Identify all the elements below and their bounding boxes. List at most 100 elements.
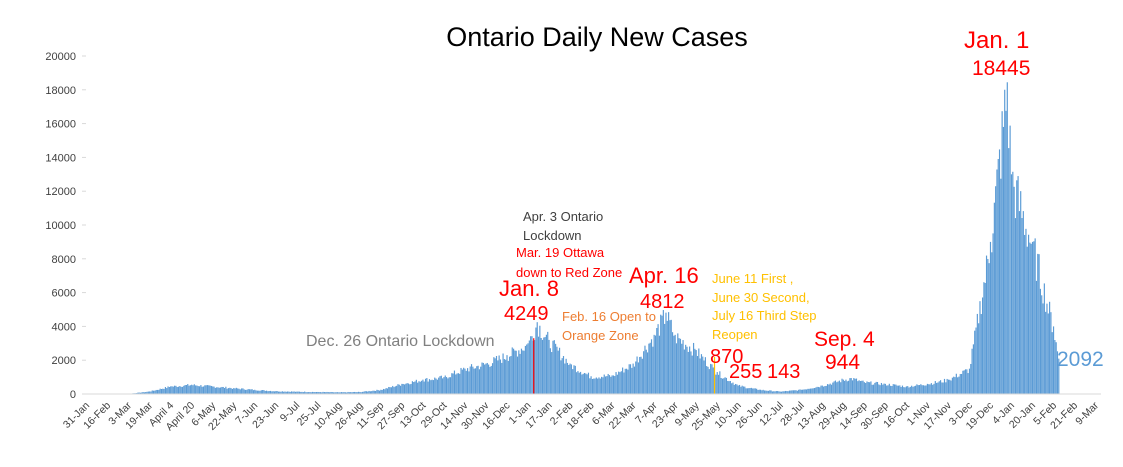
bar	[280, 391, 282, 394]
bar	[615, 372, 617, 394]
bar	[849, 378, 851, 394]
bar	[736, 384, 738, 394]
bar	[597, 378, 599, 394]
bar	[423, 381, 425, 394]
bar	[361, 391, 364, 394]
bar	[528, 340, 530, 394]
bar	[716, 372, 718, 394]
bar	[579, 371, 582, 394]
bar	[833, 381, 835, 394]
annotation-label: Sep. 4	[814, 328, 875, 351]
bar	[803, 389, 805, 394]
bar	[384, 389, 386, 394]
bar	[264, 390, 266, 394]
bar	[494, 358, 496, 394]
bar	[959, 374, 961, 394]
annotation-label: June 30 Second,	[712, 290, 810, 305]
bar	[330, 391, 332, 394]
annotation-label: 255	[729, 361, 762, 383]
bar	[595, 377, 597, 394]
bar	[388, 386, 390, 394]
bar	[477, 365, 479, 394]
bar	[740, 386, 742, 394]
bar	[878, 384, 880, 394]
bar	[566, 362, 569, 394]
bar	[1054, 340, 1056, 394]
bar	[913, 386, 915, 394]
bar	[305, 392, 307, 394]
bar	[171, 386, 173, 394]
bar	[216, 387, 218, 394]
bar	[527, 343, 529, 394]
bar	[805, 389, 808, 394]
bar	[840, 382, 842, 394]
bar	[515, 350, 517, 394]
bar	[728, 381, 730, 394]
annotation-label: Apr. 3 Ontario	[523, 209, 603, 224]
bar	[869, 382, 871, 394]
bar	[727, 380, 729, 394]
bar	[323, 392, 325, 394]
bar	[310, 392, 312, 394]
bar	[218, 387, 220, 394]
bar	[251, 389, 253, 394]
bar	[607, 373, 609, 394]
bar	[259, 390, 261, 394]
bar	[406, 383, 408, 394]
bar	[1055, 342, 1057, 394]
bar	[703, 360, 705, 394]
bar	[998, 149, 1001, 394]
bar	[300, 391, 302, 394]
bar	[488, 364, 490, 394]
bar	[576, 372, 578, 394]
bar	[912, 386, 914, 394]
bar	[765, 390, 767, 394]
bar	[279, 391, 281, 394]
bar	[357, 391, 360, 394]
bar	[649, 342, 651, 394]
bar	[991, 252, 993, 394]
bar	[996, 169, 998, 394]
bar	[434, 377, 436, 394]
bar	[464, 368, 466, 394]
bar	[267, 391, 269, 394]
bar	[708, 369, 710, 394]
bar	[275, 391, 277, 394]
bar	[505, 359, 507, 394]
bar	[690, 351, 692, 394]
bar	[220, 387, 222, 394]
bar	[1022, 211, 1024, 394]
bar	[208, 385, 210, 394]
bar	[1035, 280, 1038, 394]
bar	[601, 376, 603, 394]
bar	[460, 367, 462, 394]
bar	[664, 323, 666, 394]
bar	[289, 391, 291, 394]
bar	[285, 391, 287, 394]
bar	[212, 386, 214, 394]
bar	[288, 391, 290, 394]
bar	[390, 387, 392, 394]
bar	[367, 391, 369, 394]
bar	[1004, 89, 1006, 395]
bar	[782, 391, 784, 394]
bar	[759, 389, 762, 394]
bar	[949, 379, 951, 394]
bar	[791, 390, 793, 394]
bar	[276, 391, 278, 394]
bar	[301, 391, 303, 394]
bar	[543, 337, 545, 394]
bar	[490, 365, 492, 394]
annotation-label: 2092	[1057, 348, 1104, 371]
bar	[848, 380, 850, 394]
bar	[897, 385, 900, 394]
bar	[287, 391, 289, 394]
bar	[815, 387, 817, 394]
bar	[594, 378, 596, 394]
bar	[192, 385, 194, 394]
bar	[624, 368, 626, 394]
bar	[829, 383, 831, 394]
bar	[381, 389, 383, 394]
bar	[836, 382, 838, 394]
bar	[623, 372, 625, 394]
